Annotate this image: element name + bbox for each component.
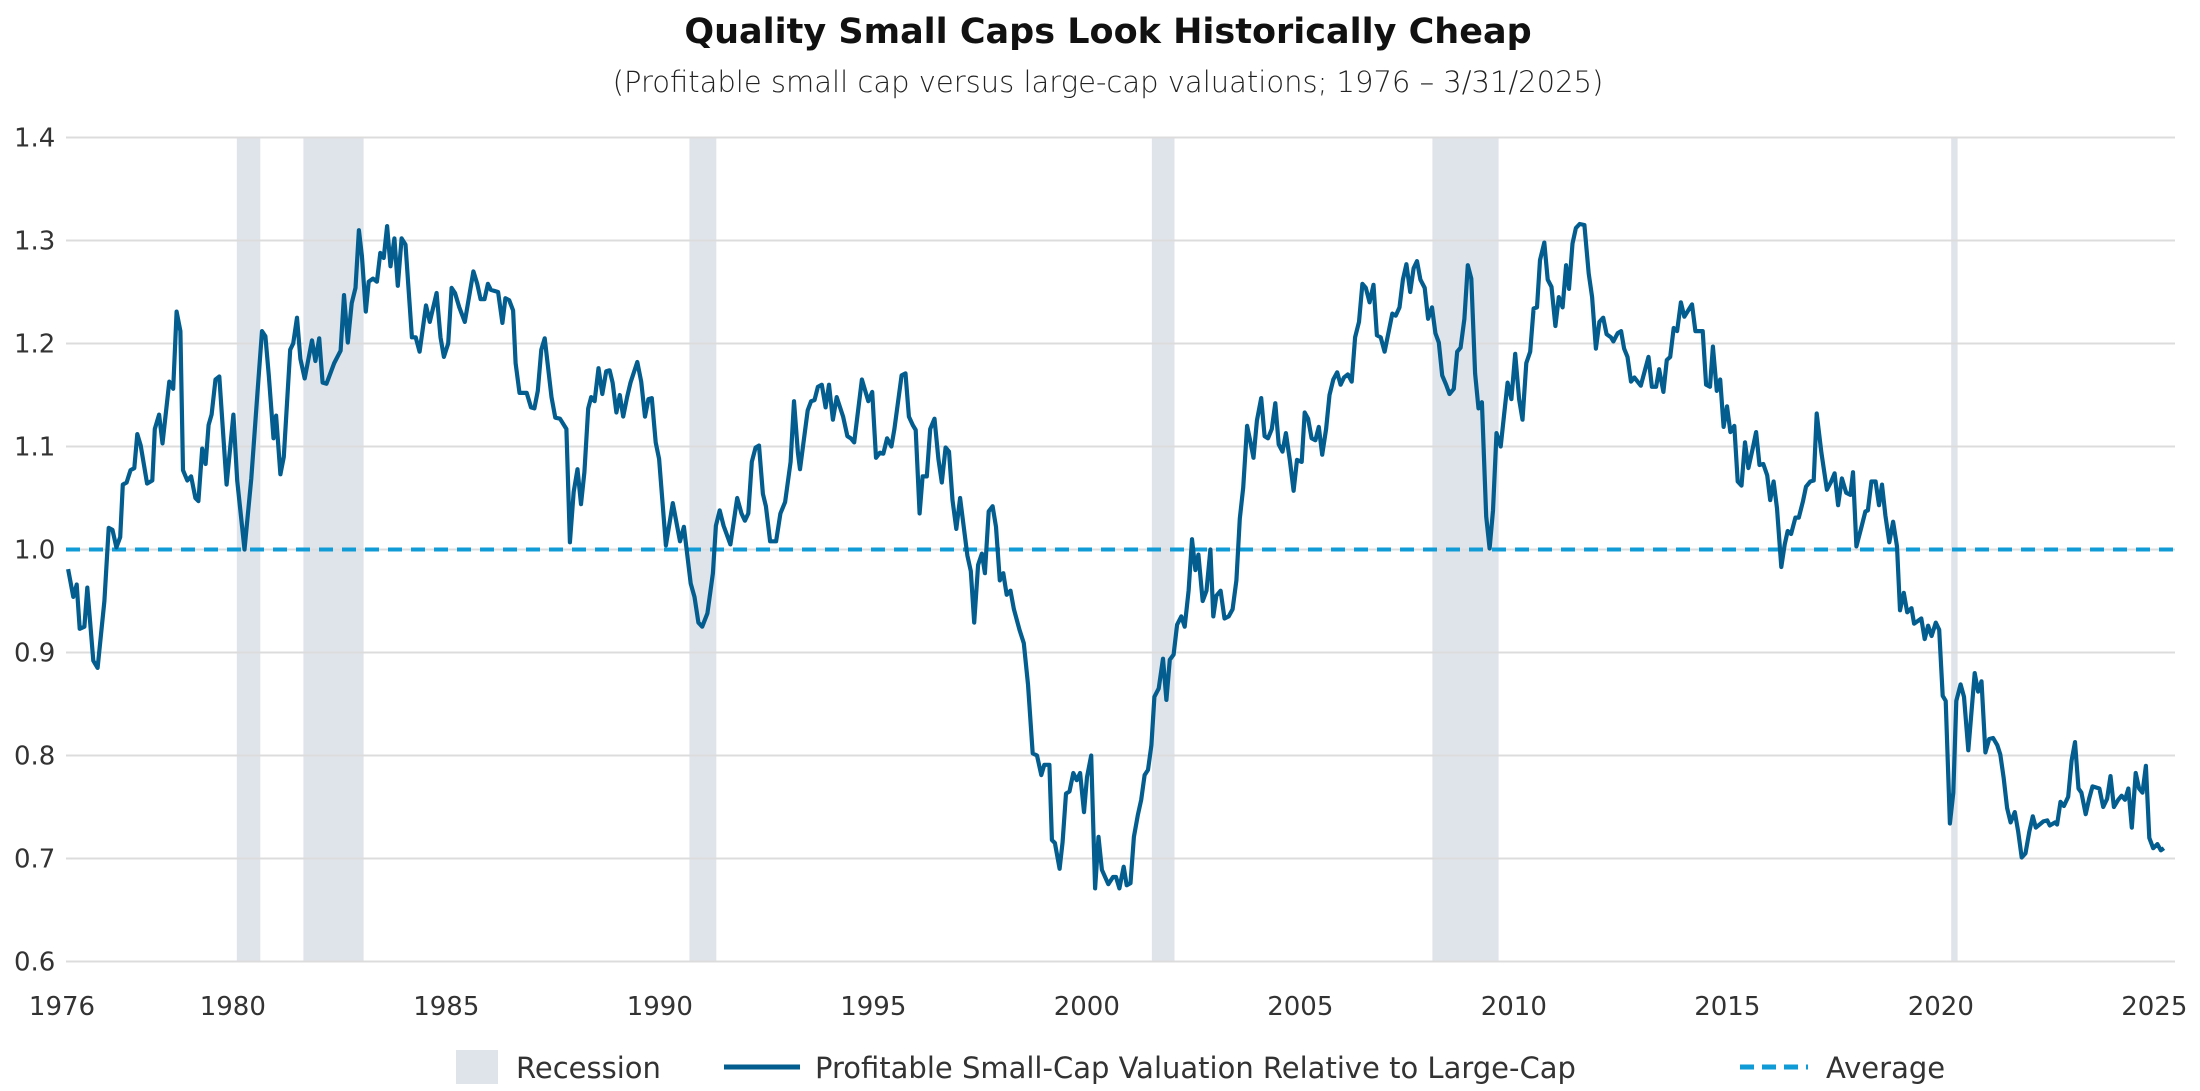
y-axis: 0.6 0.7 0.8 0.9 1.0 1.1 1.2 1.3 1.4 bbox=[14, 124, 55, 978]
x-tick-label: 2000 bbox=[1054, 992, 1120, 1022]
y-tick-label: 0.6 bbox=[14, 948, 55, 978]
legend-recession-swatch bbox=[456, 1050, 498, 1084]
x-tick-label: 2010 bbox=[1481, 992, 1547, 1022]
x-axis: 1976 1980 1985 1990 1995 2000 2005 2010 2015 2020… bbox=[29, 992, 2187, 1022]
legend-average-label: Average bbox=[1826, 1051, 1945, 1085]
x-tick-label: 2015 bbox=[1694, 992, 1760, 1022]
y-tick-label: 1.3 bbox=[14, 227, 55, 257]
chart-subtitle: (Profitable small cap versus large-cap v… bbox=[613, 65, 1604, 99]
x-tick-label: 1980 bbox=[200, 992, 266, 1022]
y-tick-label: 1.2 bbox=[14, 330, 55, 360]
legend-series-label: Profitable Small-Cap Valuation Relative … bbox=[815, 1051, 1576, 1085]
legend: Recession Profitable Small-Cap Valuation… bbox=[456, 1050, 1945, 1085]
x-tick-label: 1995 bbox=[840, 992, 906, 1022]
y-tick-label: 0.8 bbox=[14, 742, 55, 772]
x-tick-label: 1976 bbox=[29, 992, 95, 1022]
gridlines bbox=[66, 136, 2175, 963]
series-line-profitable-small-cap bbox=[66, 221, 2166, 891]
x-tick-label: 1990 bbox=[627, 992, 693, 1022]
chart-title: Quality Small Caps Look Historically Che… bbox=[684, 12, 1531, 52]
y-tick-label: 1.1 bbox=[14, 433, 55, 463]
x-tick-label: 2025 bbox=[2121, 992, 2187, 1022]
x-tick-label: 2005 bbox=[1267, 992, 1333, 1022]
y-tick-label: 0.9 bbox=[14, 639, 55, 669]
x-tick-label: 2020 bbox=[1908, 992, 1974, 1022]
legend-recession-label: Recession bbox=[516, 1051, 661, 1085]
y-tick-label: 1.0 bbox=[14, 536, 55, 566]
y-tick-label: 1.4 bbox=[14, 124, 55, 154]
y-tick-label: 0.7 bbox=[14, 845, 55, 875]
x-tick-label: 1985 bbox=[413, 992, 479, 1022]
